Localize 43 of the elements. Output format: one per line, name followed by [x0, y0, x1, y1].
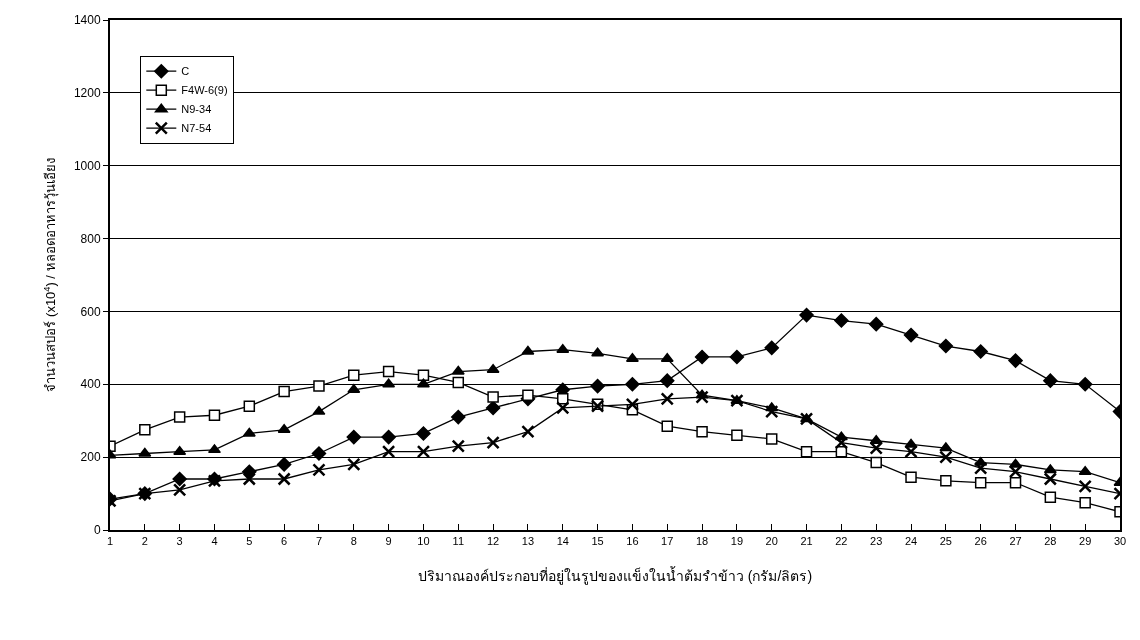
y-tick-label: 1400	[73, 13, 101, 28]
x-tick-label: 3	[176, 535, 183, 548]
x-tick-label: 25	[939, 535, 952, 548]
x-tick-label: 14	[556, 535, 569, 548]
x-tick-label: 7	[315, 535, 323, 548]
y-tick-label: 0	[93, 523, 101, 538]
x-tick-label: 2	[141, 535, 148, 548]
x-tick-label: 30	[1113, 535, 1127, 548]
y-tick-label: 800	[80, 231, 101, 246]
x-axis-title: ปริมาณองค์ประกอบที่อยู่ในรูปของแข็งในน้ำต้มรำข้าว (กรัม/ลิตร)	[417, 566, 813, 585]
x-tick-label: 16	[626, 535, 639, 548]
x-tick-label: 5	[246, 535, 253, 548]
x-tick-label: 10	[417, 535, 430, 548]
x-tick-label: 12	[486, 535, 500, 548]
x-tick-label: 21	[800, 535, 813, 548]
legend-label: C	[181, 65, 190, 78]
y-tick-label: 1000	[73, 158, 101, 173]
y-tick-label: 400	[80, 377, 101, 392]
x-tick-label: 27	[1009, 535, 1022, 548]
x-tick-label: 18	[695, 535, 709, 548]
y-tick-label: 200	[80, 450, 101, 465]
x-tick-label: 19	[730, 535, 744, 548]
x-tick-label: 24	[904, 535, 918, 548]
x-tick-label: 6	[281, 535, 288, 548]
y-tick-label: 600	[80, 304, 101, 319]
x-tick-label: 26	[974, 535, 987, 548]
legend-label: N7-54	[181, 122, 212, 135]
x-tick-label: 1	[106, 535, 114, 548]
x-tick-label: 22	[835, 535, 848, 548]
x-tick-label: 9	[385, 535, 392, 548]
x-tick-label: 11	[452, 535, 464, 548]
x-tick-label: 13	[521, 535, 535, 548]
y-tick-label: 1200	[73, 86, 101, 101]
x-tick-label: 20	[765, 535, 778, 548]
x-tick-label: 8	[350, 535, 357, 548]
legend-label: N9-34	[181, 103, 212, 116]
x-tick-label: 15	[591, 535, 604, 548]
x-tick-label: 29	[1079, 535, 1092, 548]
x-tick-label: 4	[211, 535, 218, 548]
x-tick-label: 28	[1044, 535, 1057, 548]
x-tick-label: 23	[870, 535, 883, 548]
x-tick-label: 17	[661, 535, 674, 548]
legend-label: F4W-6(9)	[181, 84, 228, 97]
